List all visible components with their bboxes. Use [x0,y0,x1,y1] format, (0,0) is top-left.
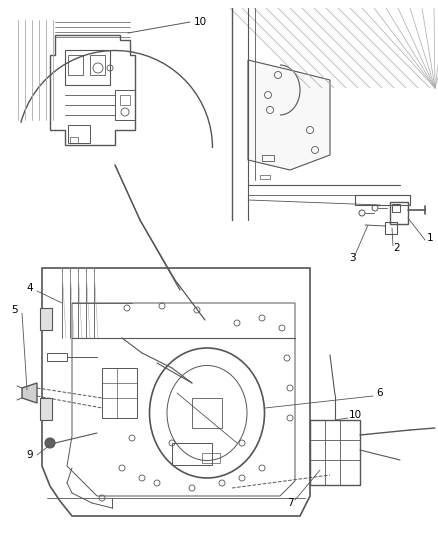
Bar [355,195,410,205]
Circle shape [45,438,55,448]
Bar [260,175,270,179]
Bar [90,55,105,75]
Bar [40,308,52,330]
Bar [40,398,52,420]
Polygon shape [22,383,37,403]
Text: 6: 6 [377,388,383,398]
Text: 1: 1 [427,233,433,243]
Bar [120,95,130,105]
Text: 10: 10 [194,17,207,27]
Text: 4: 4 [27,283,33,293]
Bar [192,398,222,428]
Bar [310,420,360,485]
Bar [392,204,400,212]
Polygon shape [248,60,330,170]
Bar [68,125,90,143]
Bar [115,90,135,120]
Text: 9: 9 [27,450,33,460]
Text: 2: 2 [394,243,400,253]
Bar [262,155,274,161]
Text: 10: 10 [349,410,361,420]
Bar [47,353,67,361]
Text: 7: 7 [287,498,293,508]
Bar [102,368,137,418]
Text: 3: 3 [349,253,355,263]
Bar [68,55,83,75]
Bar [70,137,78,143]
Bar [202,453,220,463]
Text: 5: 5 [12,305,18,315]
Bar [390,202,408,224]
Bar [172,443,212,465]
Bar [385,222,397,234]
Bar [65,50,110,85]
